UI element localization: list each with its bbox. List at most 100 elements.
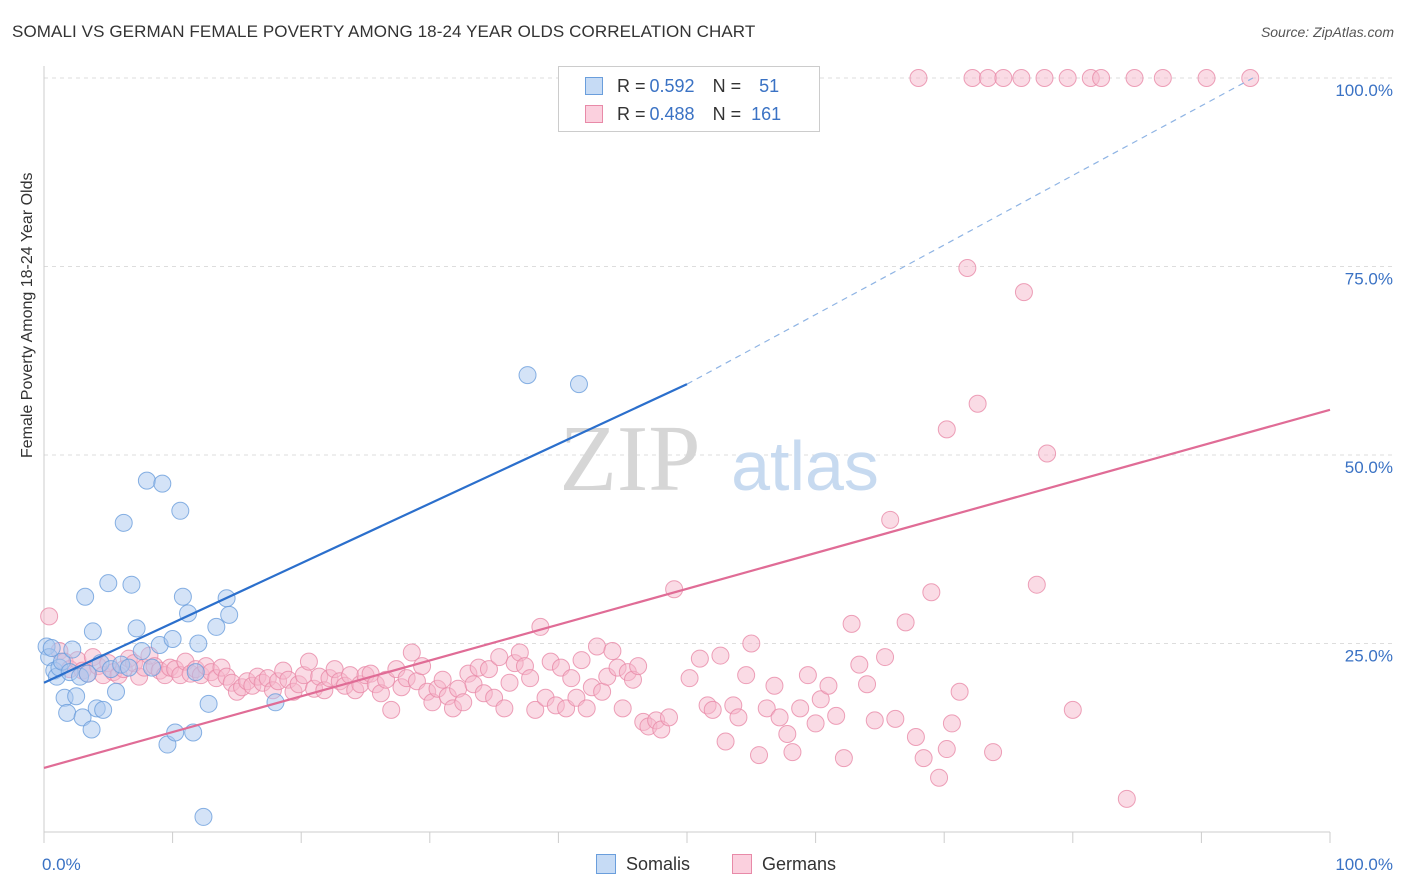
y-tick-label: 25.0% (1345, 647, 1393, 666)
somalis-point (194, 807, 213, 826)
germans-point (526, 700, 545, 719)
somalis-point (42, 639, 61, 658)
germans-point (1092, 69, 1111, 87)
somalis-points (37, 366, 588, 826)
germans-point (950, 682, 969, 701)
somalis-point (94, 700, 113, 719)
x-tick-label: 0.0% (42, 855, 81, 874)
germans-point (40, 607, 59, 626)
germans-point (495, 699, 514, 718)
bottom-legend-label-germans: Germans (762, 853, 837, 874)
somalis-point (518, 366, 537, 385)
germans-point (711, 646, 730, 665)
somalis-point (99, 574, 118, 593)
bottom-legend-germans: Germans (732, 852, 836, 876)
legend-swatch-somalis (585, 77, 603, 95)
y-tick-label: 75.0% (1345, 270, 1393, 289)
germans-point (937, 420, 956, 439)
germans-point (984, 743, 1003, 762)
legend-n-label: N = (712, 75, 742, 96)
germans-point (490, 648, 509, 667)
y-axis-label: Female Poverty Among 18-24 Year Olds (19, 172, 36, 459)
legend-swatch-germans (585, 105, 603, 123)
germans-point (629, 657, 648, 676)
germans-point (1125, 69, 1144, 87)
somalis-point (132, 642, 151, 661)
germans-point (827, 706, 846, 725)
x-tick-label: 100.0% (1335, 855, 1393, 874)
germans-point (593, 682, 612, 701)
tick-labels: 25.0% 50.0% 75.0% 100.0% 0.0% 100.0% (42, 81, 1393, 874)
germans-point (750, 746, 769, 765)
germans-point (778, 724, 797, 743)
chart-title: SOMALI VS GERMAN FEMALE POVERTY AMONG 18… (12, 22, 756, 41)
somalis-point (82, 720, 101, 739)
germans-point (798, 666, 817, 685)
bottom-legend-somalis: Somalis (596, 852, 690, 876)
y-tick-label: 100.0% (1335, 81, 1393, 100)
germans-point (881, 510, 900, 529)
germans-point (587, 637, 606, 656)
legend-r-label: R = (617, 75, 646, 96)
germans-points (40, 69, 1260, 808)
germans-point (1197, 69, 1216, 87)
germans-point (791, 699, 810, 718)
germans-point (963, 69, 982, 87)
watermark-atlas: atlas (731, 427, 879, 505)
germans-point (1038, 444, 1057, 463)
somalis-point (76, 587, 95, 606)
germans-point (930, 768, 949, 787)
legend-n-label: N = (712, 103, 742, 124)
germans-point (819, 676, 838, 695)
legend-r-value: 0.592 (649, 75, 695, 96)
germans-point (500, 673, 519, 692)
somalis-point (171, 501, 190, 520)
germans-point (834, 749, 853, 768)
axes (43, 66, 1331, 843)
germans-point (577, 699, 596, 718)
somalis-point (153, 474, 172, 493)
germans-point (994, 69, 1013, 87)
germans-point (299, 652, 318, 671)
germans-point (865, 711, 884, 730)
germans-point (1058, 69, 1077, 87)
somalis-point (63, 640, 82, 659)
legend-n-value: 51 (759, 75, 780, 96)
germans-point (850, 655, 869, 674)
legend-n-value: 161 (751, 103, 782, 124)
bottom-legend-swatch-somalis (596, 854, 616, 874)
somalis-point (163, 629, 182, 648)
germans-point (454, 693, 473, 712)
germans-point (1241, 69, 1260, 87)
bottom-legend-swatch-germans (732, 854, 752, 874)
somalis-point (186, 663, 205, 682)
germans-point (906, 727, 925, 746)
source-credit: Source: ZipAtlas.com (1260, 24, 1394, 40)
somalis-point (207, 617, 226, 636)
somalis-trend-extension (686, 77, 1254, 385)
germans-point (896, 613, 915, 632)
somalis-point (83, 622, 102, 641)
somalis-point (173, 587, 192, 606)
germans-point (1014, 283, 1033, 302)
watermark-zip: ZIP (560, 407, 701, 511)
germans-point (690, 649, 709, 668)
germans-point (680, 669, 699, 688)
germans-point (958, 259, 977, 278)
somalis-point (569, 375, 588, 394)
somalis-point (199, 694, 218, 713)
germans-point (382, 700, 401, 719)
stats-legend: R = 0.592 N = 51 R = 0.488 N = 161 (558, 66, 820, 132)
somalis-point (122, 575, 141, 594)
bottom-legend-label-somalis: Somalis (626, 853, 691, 874)
germans-point (842, 614, 861, 633)
germans-point (521, 669, 540, 688)
somalis-point (114, 513, 133, 532)
germans-point (1027, 575, 1046, 594)
germans-point (968, 394, 987, 413)
germans-point (886, 709, 905, 728)
germans-point (858, 675, 877, 694)
somalis-point (73, 708, 92, 727)
somalis-point (189, 634, 208, 653)
trend-lines (43, 77, 1331, 769)
